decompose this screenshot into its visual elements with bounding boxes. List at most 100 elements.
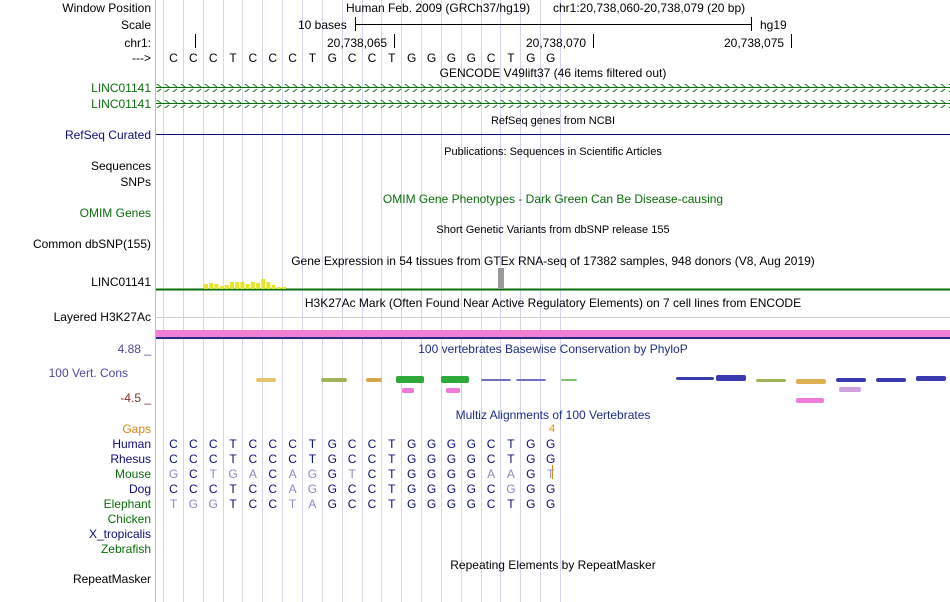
aligned-base-mouse: A	[248, 467, 257, 481]
strand-arrow-label[interactable]: --->	[132, 51, 151, 65]
species-label-xtropicalis[interactable]: X_tropicalis	[88, 527, 151, 541]
gtex-tissue-bar[interactable]	[224, 285, 229, 289]
conservation-logo[interactable]	[256, 375, 946, 403]
species-label-dog[interactable]: Dog	[128, 482, 151, 496]
reference-base: C	[486, 51, 496, 65]
cons-track-label[interactable]: 100 Vert. Cons	[48, 366, 128, 380]
aligned-base-dog: C	[208, 482, 218, 496]
aligned-base-elephant: C	[347, 497, 357, 511]
assembly-title: Human Feb. 2009 (GRCh37/hg19)	[346, 1, 531, 15]
aligned-base-rhesus: G	[446, 452, 457, 466]
gtex-tissue-bar[interactable]	[276, 287, 281, 289]
gtex-tissue-bar[interactable]	[250, 282, 255, 289]
aligned-base-human: G	[327, 437, 337, 451]
gtex-tissue-bar[interactable]	[209, 283, 214, 289]
gtex-tissue-bar[interactable]	[256, 283, 260, 289]
aligned-base-human: C	[288, 437, 297, 451]
gtex-tissue-bar[interactable]	[266, 282, 271, 289]
aligned-base-human: C	[367, 437, 377, 451]
gridline	[441, 0, 442, 602]
aligned-base-human: T	[229, 437, 237, 451]
h3k27ac-track-title: H3K27Ac Mark (Often Found Near Active Re…	[304, 296, 802, 310]
aligned-base-rhesus: T	[229, 452, 237, 466]
publications-track-title: Publications: Sequences in Scientific Ar…	[444, 146, 662, 158]
conservation-glyph	[836, 378, 866, 382]
scale-bar	[355, 24, 751, 25]
gencode-item-label-1[interactable]: LINC01141	[91, 81, 151, 95]
snps-track-label[interactable]: SNPs	[120, 175, 151, 189]
aligned-base-elephant: G	[466, 497, 476, 511]
aligned-base-elephant: T	[229, 497, 237, 511]
aligned-base-mouse: G	[228, 467, 238, 481]
reference-base: T	[507, 51, 515, 65]
species-label-human[interactable]: Human	[112, 437, 151, 451]
gtex-tissue-bar[interactable]	[261, 279, 266, 289]
gencode-item-label-2[interactable]: LINC01141	[91, 97, 151, 111]
conservation-glyph-negative	[839, 387, 861, 392]
aligned-base-mouse: G	[446, 467, 457, 481]
species-label-elephant[interactable]: Elephant	[103, 497, 151, 511]
gtex-tissue-bar[interactable]	[235, 282, 240, 289]
aligned-base-mouse: C	[189, 467, 198, 481]
gap-count[interactable]: 4	[549, 423, 556, 435]
aligned-base-human: T	[388, 437, 396, 451]
aligned-base-human: T	[507, 437, 515, 451]
h3k27ac-signal[interactable]	[156, 330, 950, 337]
gtex-bars[interactable]	[204, 279, 286, 289]
aligned-base-dog: G	[327, 482, 337, 496]
gtex-tissue-bar[interactable]	[230, 282, 234, 289]
aligned-base-rhesus: C	[169, 452, 178, 466]
aligned-base-elephant: G	[526, 497, 536, 511]
sequences-track-label[interactable]: Sequences	[90, 159, 151, 173]
species-label-zebrafish[interactable]: Zebrafish	[100, 542, 151, 556]
reference-base: C	[347, 51, 357, 65]
gencode-transcript-1[interactable]	[156, 84, 950, 92]
species-label-chicken[interactable]: Chicken	[107, 512, 151, 526]
gtex-tissue-bar[interactable]	[271, 285, 276, 289]
multiz-track-title: Multiz Alignments of 100 Vertebrates	[455, 408, 651, 422]
scale-label: Scale	[120, 18, 151, 32]
track-image[interactable]: Human Feb. 2009 (GRCh37/hg19) chr1:20,73…	[156, 0, 950, 602]
aligned-base-dog: C	[347, 482, 357, 496]
reference-base: G	[426, 51, 437, 65]
gridline	[500, 0, 501, 602]
ruler-coord-2: 20,738,070	[526, 36, 587, 50]
aligned-base-elephant: T	[507, 497, 515, 511]
gencode-transcript-2[interactable]	[156, 100, 950, 108]
aligned-base-mouse: A	[487, 467, 496, 481]
gtex-tissue-bar[interactable]	[282, 287, 286, 289]
aligned-base-dog: C	[248, 482, 258, 496]
gtex-item-label[interactable]: LINC01141	[91, 275, 151, 289]
gtex-tissue-bar[interactable]	[214, 284, 219, 289]
aligned-base-mouse: T	[348, 467, 356, 481]
scale-bar-start-tick	[355, 17, 356, 31]
ruler-tick	[791, 34, 792, 48]
gtex-tissue-bar[interactable]	[240, 282, 245, 289]
aligned-base-mouse: T	[388, 467, 396, 481]
aligned-base-elephant: T	[288, 497, 297, 511]
repeatmasker-track-label[interactable]: RepeatMasker	[72, 572, 151, 586]
aligned-base-elephant: C	[486, 497, 496, 511]
aligned-base-dog: G	[446, 482, 457, 496]
gridline	[163, 0, 164, 602]
species-label-rhesus[interactable]: Rhesus	[110, 452, 151, 466]
gtex-tissue-bar[interactable]	[245, 284, 250, 289]
gridline	[362, 0, 363, 602]
gridline	[540, 0, 541, 602]
mouse-insertion-marker[interactable]	[552, 465, 553, 479]
gtex-highlight-bar[interactable]	[498, 268, 504, 289]
gtex-tissue-bar[interactable]	[219, 286, 224, 289]
h3k27ac-track-label[interactable]: Layered H3K27Ac	[53, 310, 151, 324]
aligned-base-elephant: C	[367, 497, 377, 511]
gridline	[262, 0, 263, 602]
gridline	[242, 0, 243, 602]
gridline	[223, 0, 224, 602]
omim-track-label[interactable]: OMIM Genes	[79, 206, 151, 220]
aligned-base-elephant: G	[327, 497, 337, 511]
gridline	[461, 0, 462, 602]
gtex-tissue-bar[interactable]	[204, 284, 208, 289]
species-label-mouse[interactable]: Mouse	[114, 467, 151, 481]
dbsnp-track-label[interactable]: Common dbSNP(155)	[32, 237, 151, 251]
dbsnp-track-title: Short Genetic Variants from dbSNP releas…	[436, 224, 670, 236]
refseq-track-label[interactable]: RefSeq Curated	[64, 128, 151, 142]
